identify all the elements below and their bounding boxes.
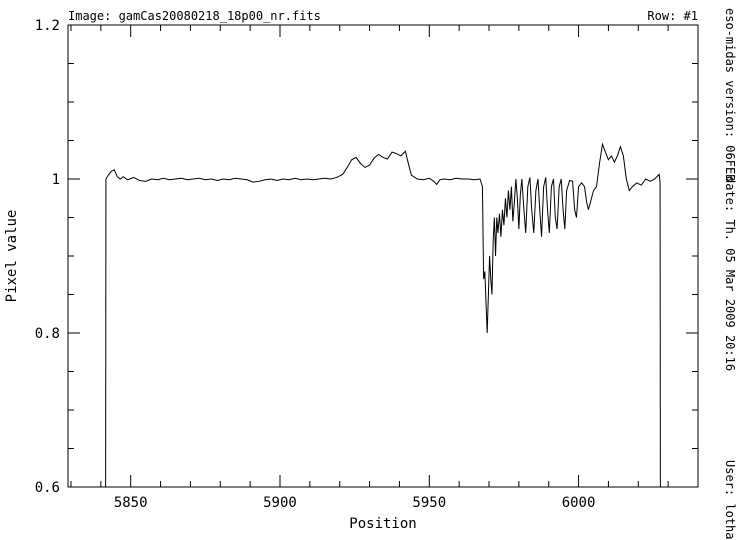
y-tick-label: 1 (52, 172, 60, 188)
chart-title: Image: gamCas20080218_18p00_nr.fits (68, 9, 321, 23)
row-label: Row: #1 (647, 9, 698, 23)
side-version: eso-midas version: 06FEB (723, 8, 737, 181)
side-user: User: lothar (723, 460, 737, 540)
y-axis-label: Pixel value (4, 210, 20, 303)
y-tick-label: 0.6 (35, 480, 60, 496)
x-tick-label: 5950 (412, 495, 446, 511)
y-tick-label: 1.2 (35, 18, 60, 34)
y-tick-label: 0.8 (35, 326, 60, 342)
spectrum-line (105, 142, 661, 488)
x-axis-label: Position (349, 516, 416, 532)
side-date: date: Th. 05 Mar 2009 20:16 (723, 176, 737, 371)
x-tick-label: 6000 (562, 495, 596, 511)
x-tick-label: 5900 (263, 495, 297, 511)
x-tick-label: 5850 (114, 495, 148, 511)
